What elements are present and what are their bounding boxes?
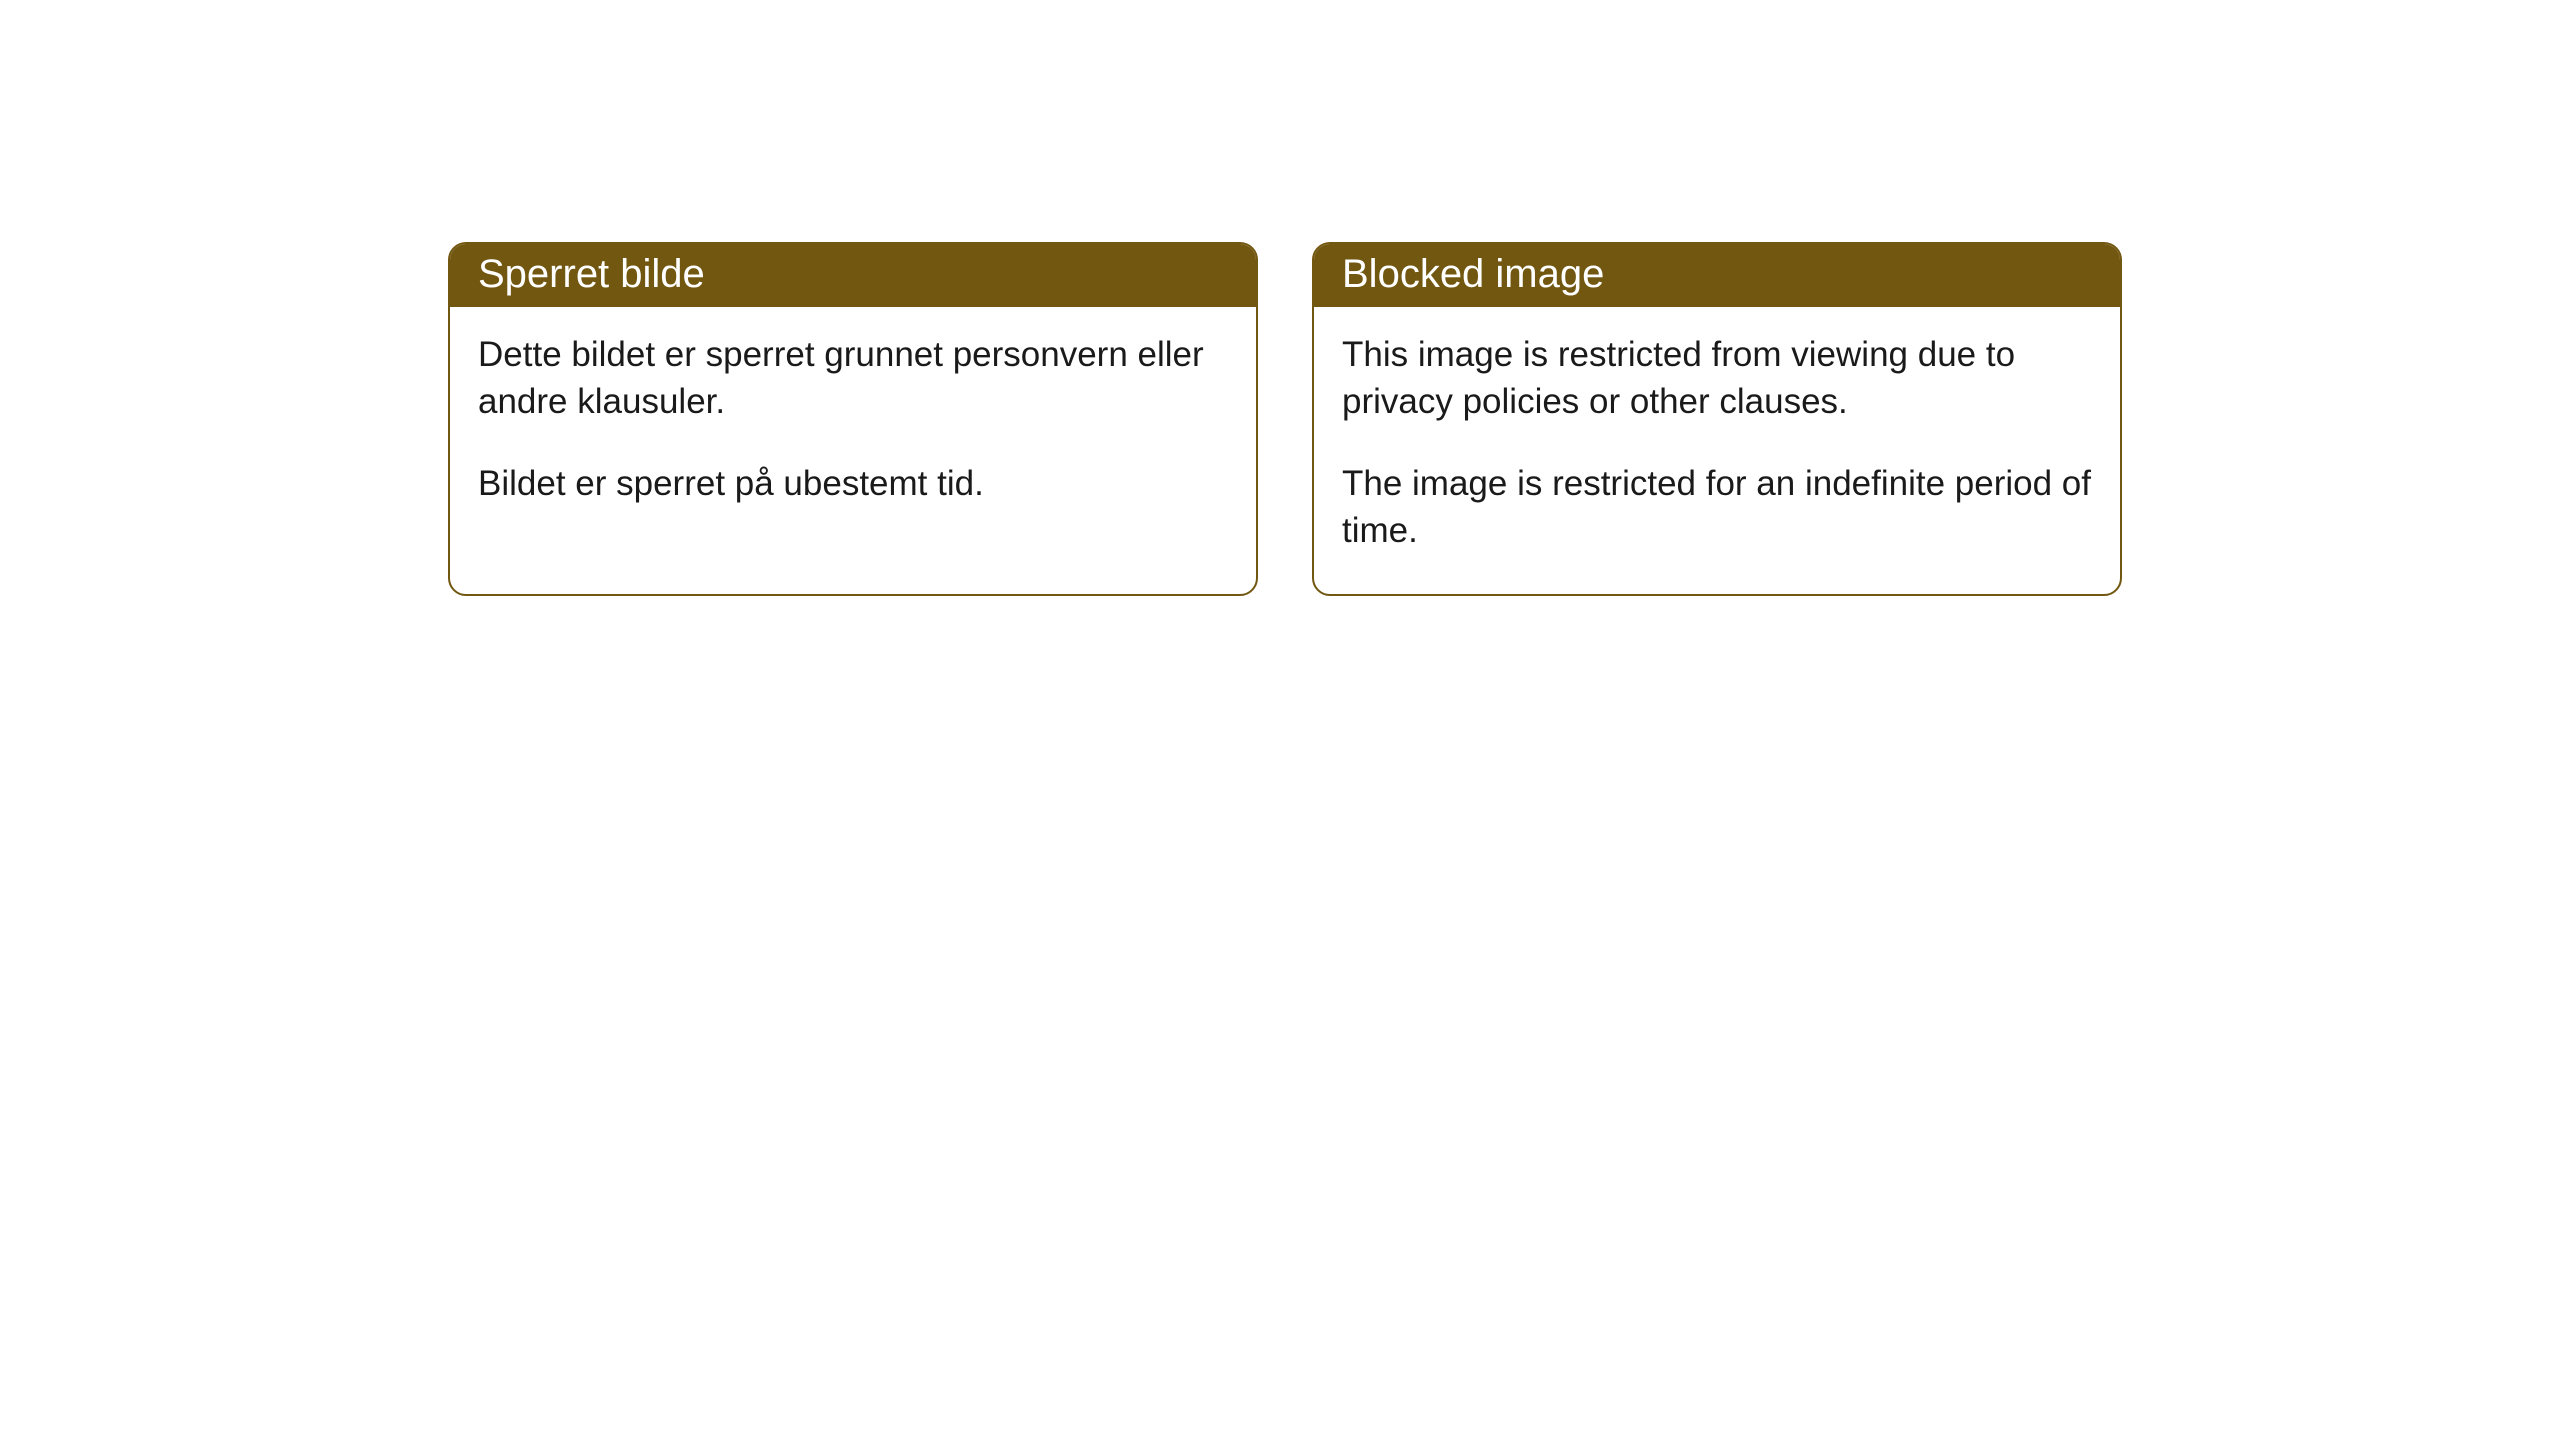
card-english: Blocked image This image is restricted f… [1312, 242, 2122, 596]
card-norwegian: Sperret bilde Dette bildet er sperret gr… [448, 242, 1258, 596]
card-paragraph: Bildet er sperret på ubestemt tid. [478, 460, 1228, 507]
card-body-english: This image is restricted from viewing du… [1314, 307, 2120, 594]
cards-container: Sperret bilde Dette bildet er sperret gr… [0, 0, 2560, 596]
card-paragraph: This image is restricted from viewing du… [1342, 331, 2092, 426]
card-paragraph: Dette bildet er sperret grunnet personve… [478, 331, 1228, 426]
card-paragraph: The image is restricted for an indefinit… [1342, 460, 2092, 555]
card-header-english: Blocked image [1314, 244, 2120, 307]
card-header-norwegian: Sperret bilde [450, 244, 1256, 307]
card-body-norwegian: Dette bildet er sperret grunnet personve… [450, 307, 1256, 575]
